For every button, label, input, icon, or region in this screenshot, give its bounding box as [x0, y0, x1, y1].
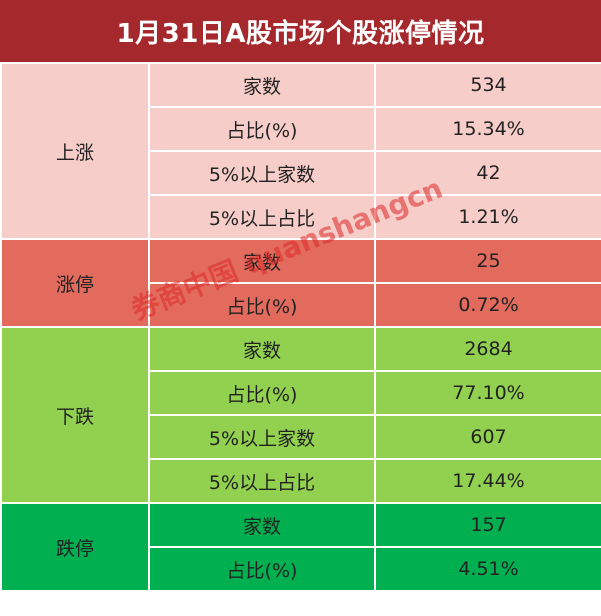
row-label: 家数: [148, 238, 376, 284]
row-value: 534: [374, 62, 601, 108]
group-label-limit-up: 涨停: [0, 238, 150, 328]
group-label-up: 上涨: [0, 62, 150, 240]
row-value: 42: [374, 150, 601, 196]
table-title: 1月31日A股市场个股涨停情况: [0, 0, 601, 62]
table-row: 跌停 家数 157: [0, 502, 601, 592]
row-label: 家数: [148, 326, 376, 372]
row-value: 0.72%: [374, 282, 601, 328]
table-row: 5%以上家数 607: [1, 414, 601, 460]
row-label: 家数: [148, 62, 376, 108]
row-value: 2684: [374, 326, 601, 372]
row-value: 1.21%: [374, 194, 601, 240]
group-label-limit-down: 跌停: [0, 502, 150, 592]
row-value: 77.10%: [374, 370, 601, 416]
table-row: 占比(%) 0.72%: [1, 282, 601, 328]
row-value: 157: [374, 502, 601, 548]
table-row: 上涨 家数 534: [0, 62, 601, 240]
row-label: 5%以上占比: [148, 194, 376, 240]
row-value: 4.51%: [374, 546, 601, 592]
row-label: 占比(%): [148, 282, 376, 328]
row-label: 5%以上家数: [148, 414, 376, 460]
row-label: 家数: [148, 502, 376, 548]
row-label: 占比(%): [148, 370, 376, 416]
row-label: 5%以上占比: [148, 458, 376, 504]
row-value: 17.44%: [374, 458, 601, 504]
row-value: 607: [374, 414, 601, 460]
table-row: 下跌 家数 2684: [0, 326, 601, 504]
group-label-down: 下跌: [0, 326, 150, 504]
table-row: 占比(%) 77.10%: [1, 370, 601, 416]
table-row: 占比(%) 4.51%: [1, 546, 601, 592]
table-row: 5%以上占比 1.21%: [1, 194, 601, 240]
row-label: 占比(%): [148, 106, 376, 152]
table-row: 5%以上家数 42: [1, 150, 601, 196]
row-value: 25: [374, 238, 601, 284]
row-label: 5%以上家数: [148, 150, 376, 196]
row-value: 15.34%: [374, 106, 601, 152]
row-label: 占比(%): [148, 546, 376, 592]
stats-table: 上涨 家数 534 占比(%) 15.34% 5%以上家数 42 5%以上占比 …: [0, 62, 601, 592]
table-row: 5%以上占比 17.44%: [1, 458, 601, 504]
table-row: 涨停 家数 25: [0, 238, 601, 328]
